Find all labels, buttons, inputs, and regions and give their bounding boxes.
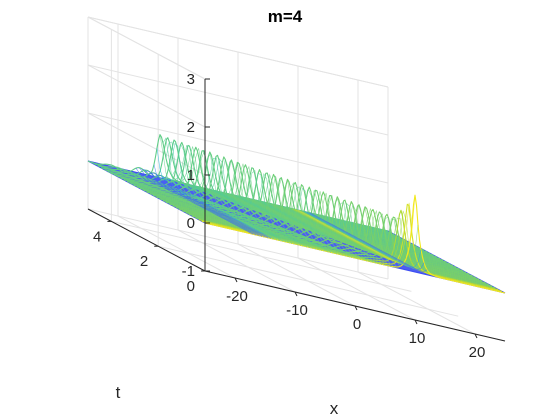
x-tick-label: 20 bbox=[469, 344, 486, 361]
gridline-floor-x bbox=[117, 215, 236, 279]
x-tick-label: 10 bbox=[409, 330, 426, 347]
surface-mesh-line bbox=[258, 200, 377, 264]
surface-mesh-line bbox=[270, 203, 389, 266]
surface-mesh-line bbox=[306, 211, 425, 270]
y-axis-label: t bbox=[116, 383, 121, 402]
gridline-back-z bbox=[87, 208, 389, 280]
gridline-floor-x bbox=[357, 271, 476, 335]
surface-mesh-line bbox=[174, 145, 293, 244]
surface-mesh-line bbox=[210, 169, 329, 252]
y-tick-label: 0 bbox=[187, 278, 195, 295]
surface-mesh-line bbox=[168, 143, 287, 243]
surface-mesh-line bbox=[183, 149, 302, 246]
gridline-back-z bbox=[87, 64, 389, 136]
z-tick-label: -1 bbox=[182, 263, 195, 280]
z-tick-label: 1 bbox=[187, 167, 195, 184]
surface-mesh-line bbox=[309, 212, 428, 272]
surface-mesh-line bbox=[255, 198, 374, 263]
surface-mesh-line bbox=[204, 163, 323, 251]
x-tick-mark bbox=[474, 333, 478, 339]
y-tick-label: 2 bbox=[140, 253, 148, 270]
surface-mesh-line bbox=[213, 172, 332, 253]
surface-mesh-line bbox=[141, 168, 260, 236]
z-tick-label: 0 bbox=[187, 215, 195, 232]
x-tick-mark bbox=[234, 277, 238, 283]
x-tick-label: -10 bbox=[286, 302, 308, 319]
surface-mesh-line bbox=[192, 158, 311, 248]
surface-mesh-line bbox=[162, 137, 281, 241]
x-tick-mark bbox=[294, 291, 298, 297]
surface-mesh-line bbox=[144, 170, 263, 237]
surface-mesh-line bbox=[279, 205, 398, 268]
surface-mesh-line bbox=[231, 181, 350, 257]
surface-mesh-line bbox=[147, 172, 266, 238]
z-tick-label: 3 bbox=[187, 71, 195, 88]
surface-mesh-line bbox=[180, 148, 299, 245]
surface-mesh-line bbox=[294, 202, 413, 262]
x-tick-label: 0 bbox=[353, 316, 361, 333]
surface-mesh-line bbox=[186, 153, 305, 247]
y-axis-line bbox=[87, 208, 206, 272]
y-tick-label: 4 bbox=[93, 228, 101, 245]
gridline-floor-x bbox=[297, 257, 416, 321]
x-tick-mark bbox=[354, 305, 358, 311]
surface-mesh-line bbox=[207, 165, 326, 252]
x-tick-label: -20 bbox=[226, 288, 248, 305]
surface-mesh-line bbox=[303, 211, 422, 268]
gridline-floor-t bbox=[158, 245, 459, 317]
gridline-side-z bbox=[87, 64, 206, 128]
gridline-floor-x bbox=[237, 243, 356, 307]
surface-mesh-line bbox=[252, 195, 371, 262]
z-tick-label: 2 bbox=[187, 119, 195, 136]
surface-mesh-line bbox=[300, 210, 419, 266]
chart-title: m=4 bbox=[268, 7, 303, 26]
surface-mesh-line bbox=[261, 201, 380, 264]
surface-mesh-line bbox=[288, 207, 407, 259]
gridline-floor-x bbox=[177, 229, 296, 293]
surface-mesh-line bbox=[273, 204, 392, 267]
box-edge bbox=[87, 16, 389, 88]
x-axis-label: x bbox=[330, 399, 339, 418]
surface-mesh-line bbox=[267, 202, 386, 266]
surface-mesh-line bbox=[282, 206, 401, 267]
surface-mesh-line bbox=[216, 173, 335, 254]
surface-mesh-line bbox=[276, 204, 395, 267]
surface-layer bbox=[87, 134, 506, 294]
box-edge bbox=[87, 16, 206, 80]
gridline-floor-t bbox=[111, 220, 412, 292]
surface-mesh-line bbox=[297, 195, 416, 264]
gridline-back-z bbox=[87, 112, 389, 184]
surface-mesh-line bbox=[165, 141, 284, 242]
surface-mesh-line bbox=[135, 167, 254, 235]
surface-mesh-line bbox=[189, 157, 308, 248]
surface-mesh-line bbox=[249, 192, 368, 262]
x-tick-mark bbox=[414, 319, 418, 325]
